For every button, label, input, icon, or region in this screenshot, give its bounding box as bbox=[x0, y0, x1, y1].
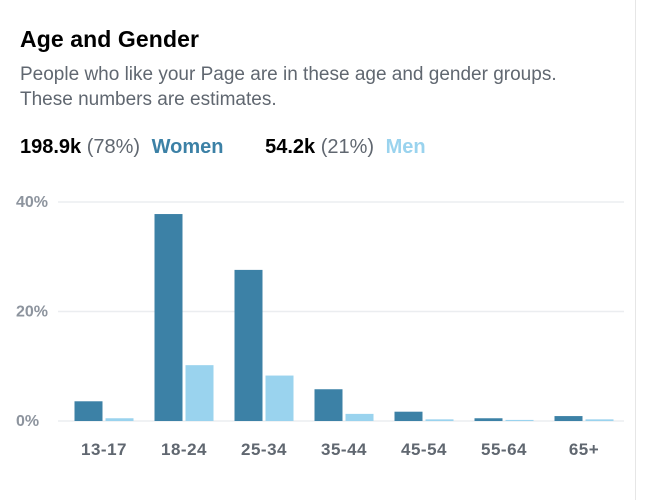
bar-women-13-17[interactable] bbox=[74, 401, 103, 421]
x-tick-label: 35-44 bbox=[321, 440, 367, 459]
x-tick-label: 18-24 bbox=[161, 440, 207, 459]
gender-summary: 198.9k (78%) Women 54.2k (21%) Men bbox=[20, 136, 426, 159]
bar-men-13-17[interactable] bbox=[105, 418, 134, 421]
summary-men: 54.2k (21%) Men bbox=[265, 136, 426, 159]
women-legend-label: Women bbox=[151, 136, 224, 158]
age-gender-bar-chart: 0% 20% 40% 13-17 18-24 25-34 35-44 45-54 55-64 65… bbox=[16, 194, 624, 459]
bar-women-55-64[interactable] bbox=[474, 418, 503, 421]
x-tick-label: 55-64 bbox=[481, 440, 527, 459]
card-subtitle: People who like your Page are in these a… bbox=[20, 64, 557, 110]
bar-men-45-54[interactable] bbox=[425, 419, 454, 421]
men-percent: (21%) bbox=[320, 136, 375, 158]
women-count: 198.9k bbox=[20, 136, 82, 158]
bar-men-35-44[interactable] bbox=[345, 413, 374, 421]
x-tick-label: 45-54 bbox=[401, 440, 447, 459]
x-tick-label: 65+ bbox=[569, 440, 599, 459]
y-tick-label: 20% bbox=[16, 304, 48, 321]
bar-women-18-24[interactable] bbox=[154, 214, 183, 421]
y-tick-label: 0% bbox=[16, 413, 39, 430]
summary-women: 198.9k (78%) Women bbox=[20, 136, 224, 159]
x-tick-label: 25-34 bbox=[241, 440, 287, 459]
bar-women-25-34[interactable] bbox=[234, 269, 263, 421]
y-tick-label: 40% bbox=[16, 194, 48, 211]
men-legend-label: Men bbox=[385, 136, 426, 158]
bar-men-55-64[interactable] bbox=[505, 419, 534, 421]
bar-women-65+[interactable] bbox=[554, 416, 583, 421]
men-count: 54.2k bbox=[265, 136, 316, 158]
card-border bbox=[635, 0, 636, 500]
women-percent: (78%) bbox=[86, 136, 141, 158]
bar-women-35-44[interactable] bbox=[314, 389, 343, 421]
bar-men-18-24[interactable] bbox=[185, 365, 214, 421]
bar-men-25-34[interactable] bbox=[265, 375, 294, 421]
bar-women-45-54[interactable] bbox=[394, 411, 423, 421]
bar-men-65+[interactable] bbox=[585, 419, 614, 421]
card-title: Age and Gender bbox=[20, 26, 200, 52]
x-tick-label: 13-17 bbox=[81, 440, 127, 459]
